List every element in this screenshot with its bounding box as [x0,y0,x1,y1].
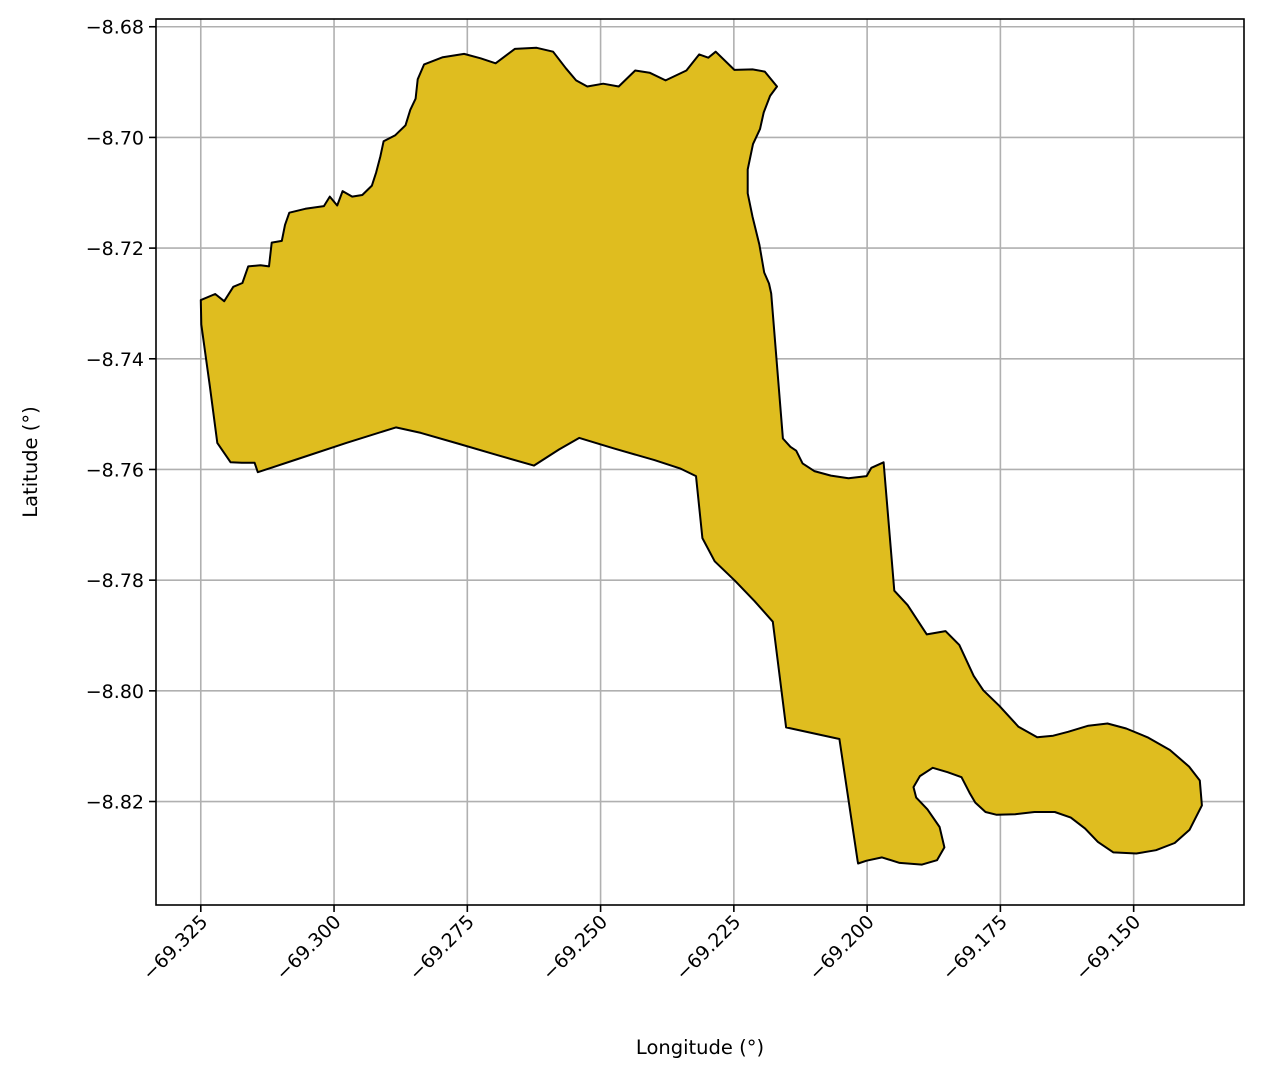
y-tick-label: −8.76 [86,459,144,481]
y-axis-ticks: −8.68 −8.70 −8.72 −8.74 −8.76 −8.78 −8.80 −8.82 [86,17,156,814]
y-tick-label: −8.72 [86,238,144,260]
y-tick-label: −8.80 [86,681,144,703]
y-axis-label: Latitude (°) [19,406,42,517]
y-tick-label: −8.68 [86,17,144,39]
region-polygon [199,46,1203,866]
y-tick-label: −8.82 [86,792,144,814]
y-tick-label: −8.74 [86,349,144,371]
axes-frame [155,18,1245,906]
x-axis-label: Longitude (°) [636,1036,764,1059]
y-tick-label: −8.78 [86,570,144,592]
y-tick-label: −8.70 [86,127,144,149]
